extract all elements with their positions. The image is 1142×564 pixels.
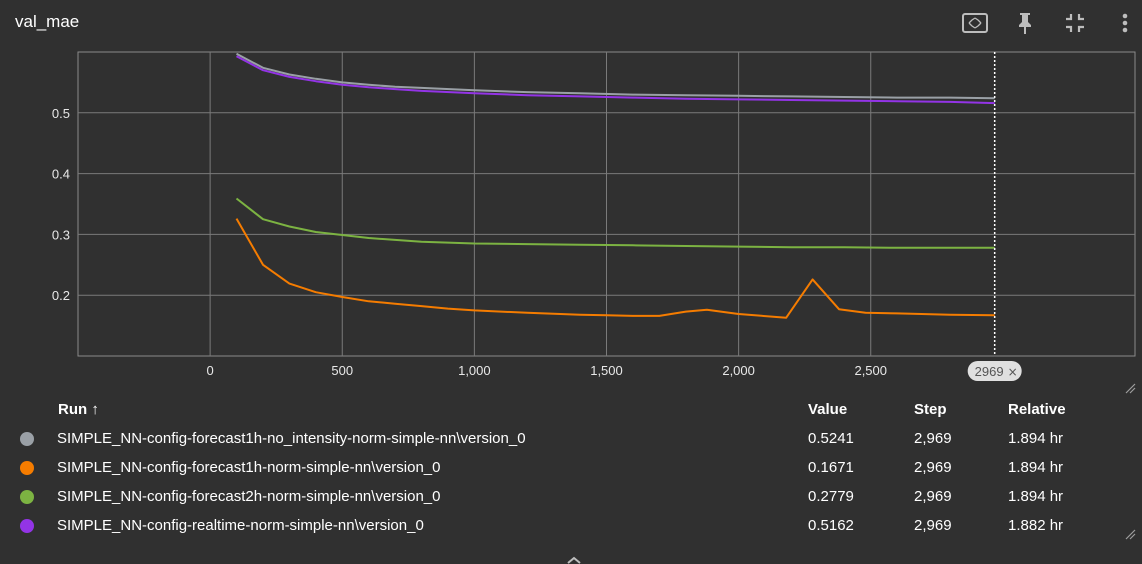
table-resize-handle[interactable] [1124,528,1136,540]
value-column-header[interactable]: Value [808,401,848,418]
run-color-dot [20,519,34,533]
fit-domain-icon[interactable] [960,8,990,38]
y-tick-label: 0.3 [52,227,70,242]
series-line-1[interactable] [235,218,995,319]
table-row[interactable]: SIMPLE_NN-config-forecast1h-norm-simple-… [0,454,1142,483]
run-column-header[interactable]: Run ↑ [58,401,99,418]
hover-cursor: 2969 × [967,52,1022,381]
series-line-2[interactable] [235,197,995,249]
run-name: SIMPLE_NN-config-forecast2h-norm-simple-… [57,488,441,505]
expand-chevron-icon[interactable] [566,556,582,564]
y-tick-label: 0.5 [52,106,70,121]
run-relative: 1.894 hr [1008,459,1064,476]
chart-resize-handle[interactable] [1124,382,1136,394]
run-name: SIMPLE_NN-config-forecast1h-no_intensity… [57,430,526,447]
y-axis: 0.2 0.3 0.4 0.5 [52,106,70,303]
y-tick-label: 0.2 [52,288,70,303]
run-color-dot [20,461,34,475]
run-name: SIMPLE_NN-config-forecast1h-norm-simple-… [57,459,441,476]
table-row[interactable]: SIMPLE_NN-config-forecast1h-no_intensity… [0,425,1142,454]
x-tick-label: 1,500 [590,363,623,378]
collapse-icon[interactable] [1060,8,1090,38]
x-tick-label: 500 [331,363,353,378]
run-step: 2,969 [914,430,952,447]
run-name: SIMPLE_NN-config-realtime-norm-simple-nn… [57,517,424,534]
step-column-header[interactable]: Step [914,401,947,418]
run-step: 2,969 [914,459,952,476]
line-chart[interactable]: 0.2 0.3 0.4 0.5 0 500 1,000 1,500 2,000 2,500 29… [0,0,1142,395]
card-header: val_mae [0,0,1142,46]
run-value: 0.5241 [808,430,854,447]
series-line-3[interactable] [236,55,995,105]
card-title: val_mae [15,12,80,31]
more-vert-icon[interactable] [1110,8,1140,38]
run-color-dot [20,432,34,446]
run-step: 2,969 [914,488,952,505]
series-layer [235,52,995,319]
x-axis: 0 500 1,000 1,500 2,000 2,500 [207,363,888,378]
x-tick-label: 1,000 [458,363,491,378]
run-step: 2,969 [914,517,952,534]
run-color-dot [20,490,34,504]
run-relative: 1.894 hr [1008,430,1064,447]
hover-step-chip[interactable]: 2969 × [967,361,1022,381]
run-value: 0.2779 [808,488,854,505]
grid [77,51,1136,357]
x-tick-label: 0 [207,363,214,378]
x-tick-label: 2,000 [722,363,755,378]
hover-chip-bg [967,361,1022,381]
run-value: 0.1671 [808,459,854,476]
table-row[interactable]: SIMPLE_NN-config-forecast2h-norm-simple-… [0,483,1142,512]
run-relative: 1.894 hr [1008,488,1064,505]
y-tick-label: 0.4 [52,167,70,182]
run-relative: 1.882 hr [1008,517,1064,534]
x-tick-label: 2,500 [854,363,887,378]
run-value: 0.5162 [808,517,854,534]
relative-column-header[interactable]: Relative [1008,401,1066,418]
series-line-0[interactable] [236,52,995,100]
table-row[interactable]: SIMPLE_NN-config-realtime-norm-simple-nn… [0,512,1142,541]
hover-step-label: 2969 [975,364,1004,379]
pin-icon[interactable] [1010,8,1040,38]
close-icon[interactable]: × [1008,365,1018,379]
